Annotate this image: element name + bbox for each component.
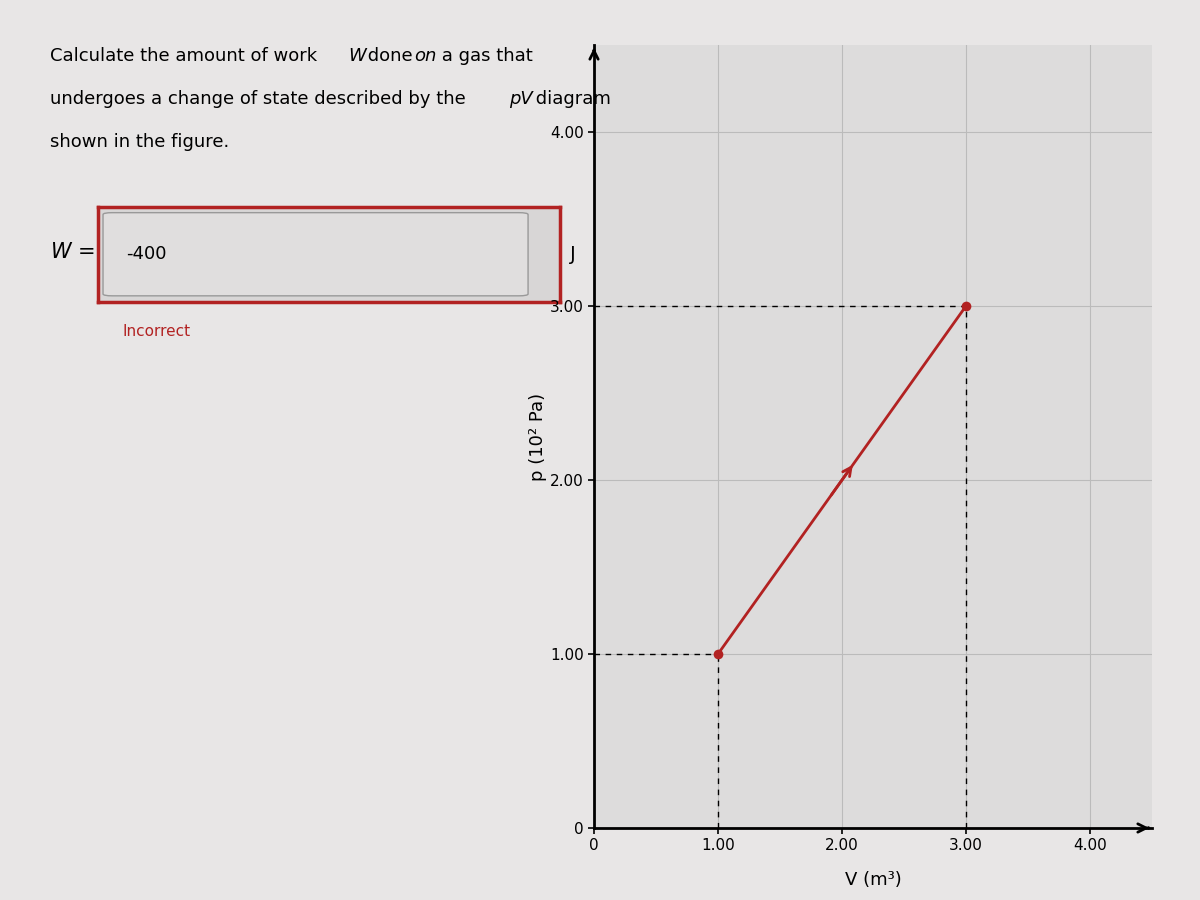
Text: Incorrect: Incorrect — [122, 324, 191, 339]
Text: J: J — [570, 245, 576, 264]
FancyBboxPatch shape — [103, 212, 528, 296]
Text: -400: -400 — [126, 245, 167, 263]
Text: a gas that: a gas that — [436, 47, 533, 65]
Text: Calculate the amount of work: Calculate the amount of work — [50, 47, 323, 65]
Text: $W$ =: $W$ = — [50, 242, 95, 262]
Text: W: W — [348, 47, 366, 65]
Y-axis label: p (10² Pa): p (10² Pa) — [528, 392, 546, 481]
Text: pV: pV — [509, 90, 533, 108]
Text: undergoes a change of state described by the: undergoes a change of state described by… — [50, 90, 472, 108]
Text: shown in the figure.: shown in the figure. — [50, 133, 229, 151]
Text: diagram: diagram — [530, 90, 611, 108]
Text: on: on — [414, 47, 437, 65]
Text: done: done — [362, 47, 419, 65]
X-axis label: V (m³): V (m³) — [845, 871, 901, 889]
